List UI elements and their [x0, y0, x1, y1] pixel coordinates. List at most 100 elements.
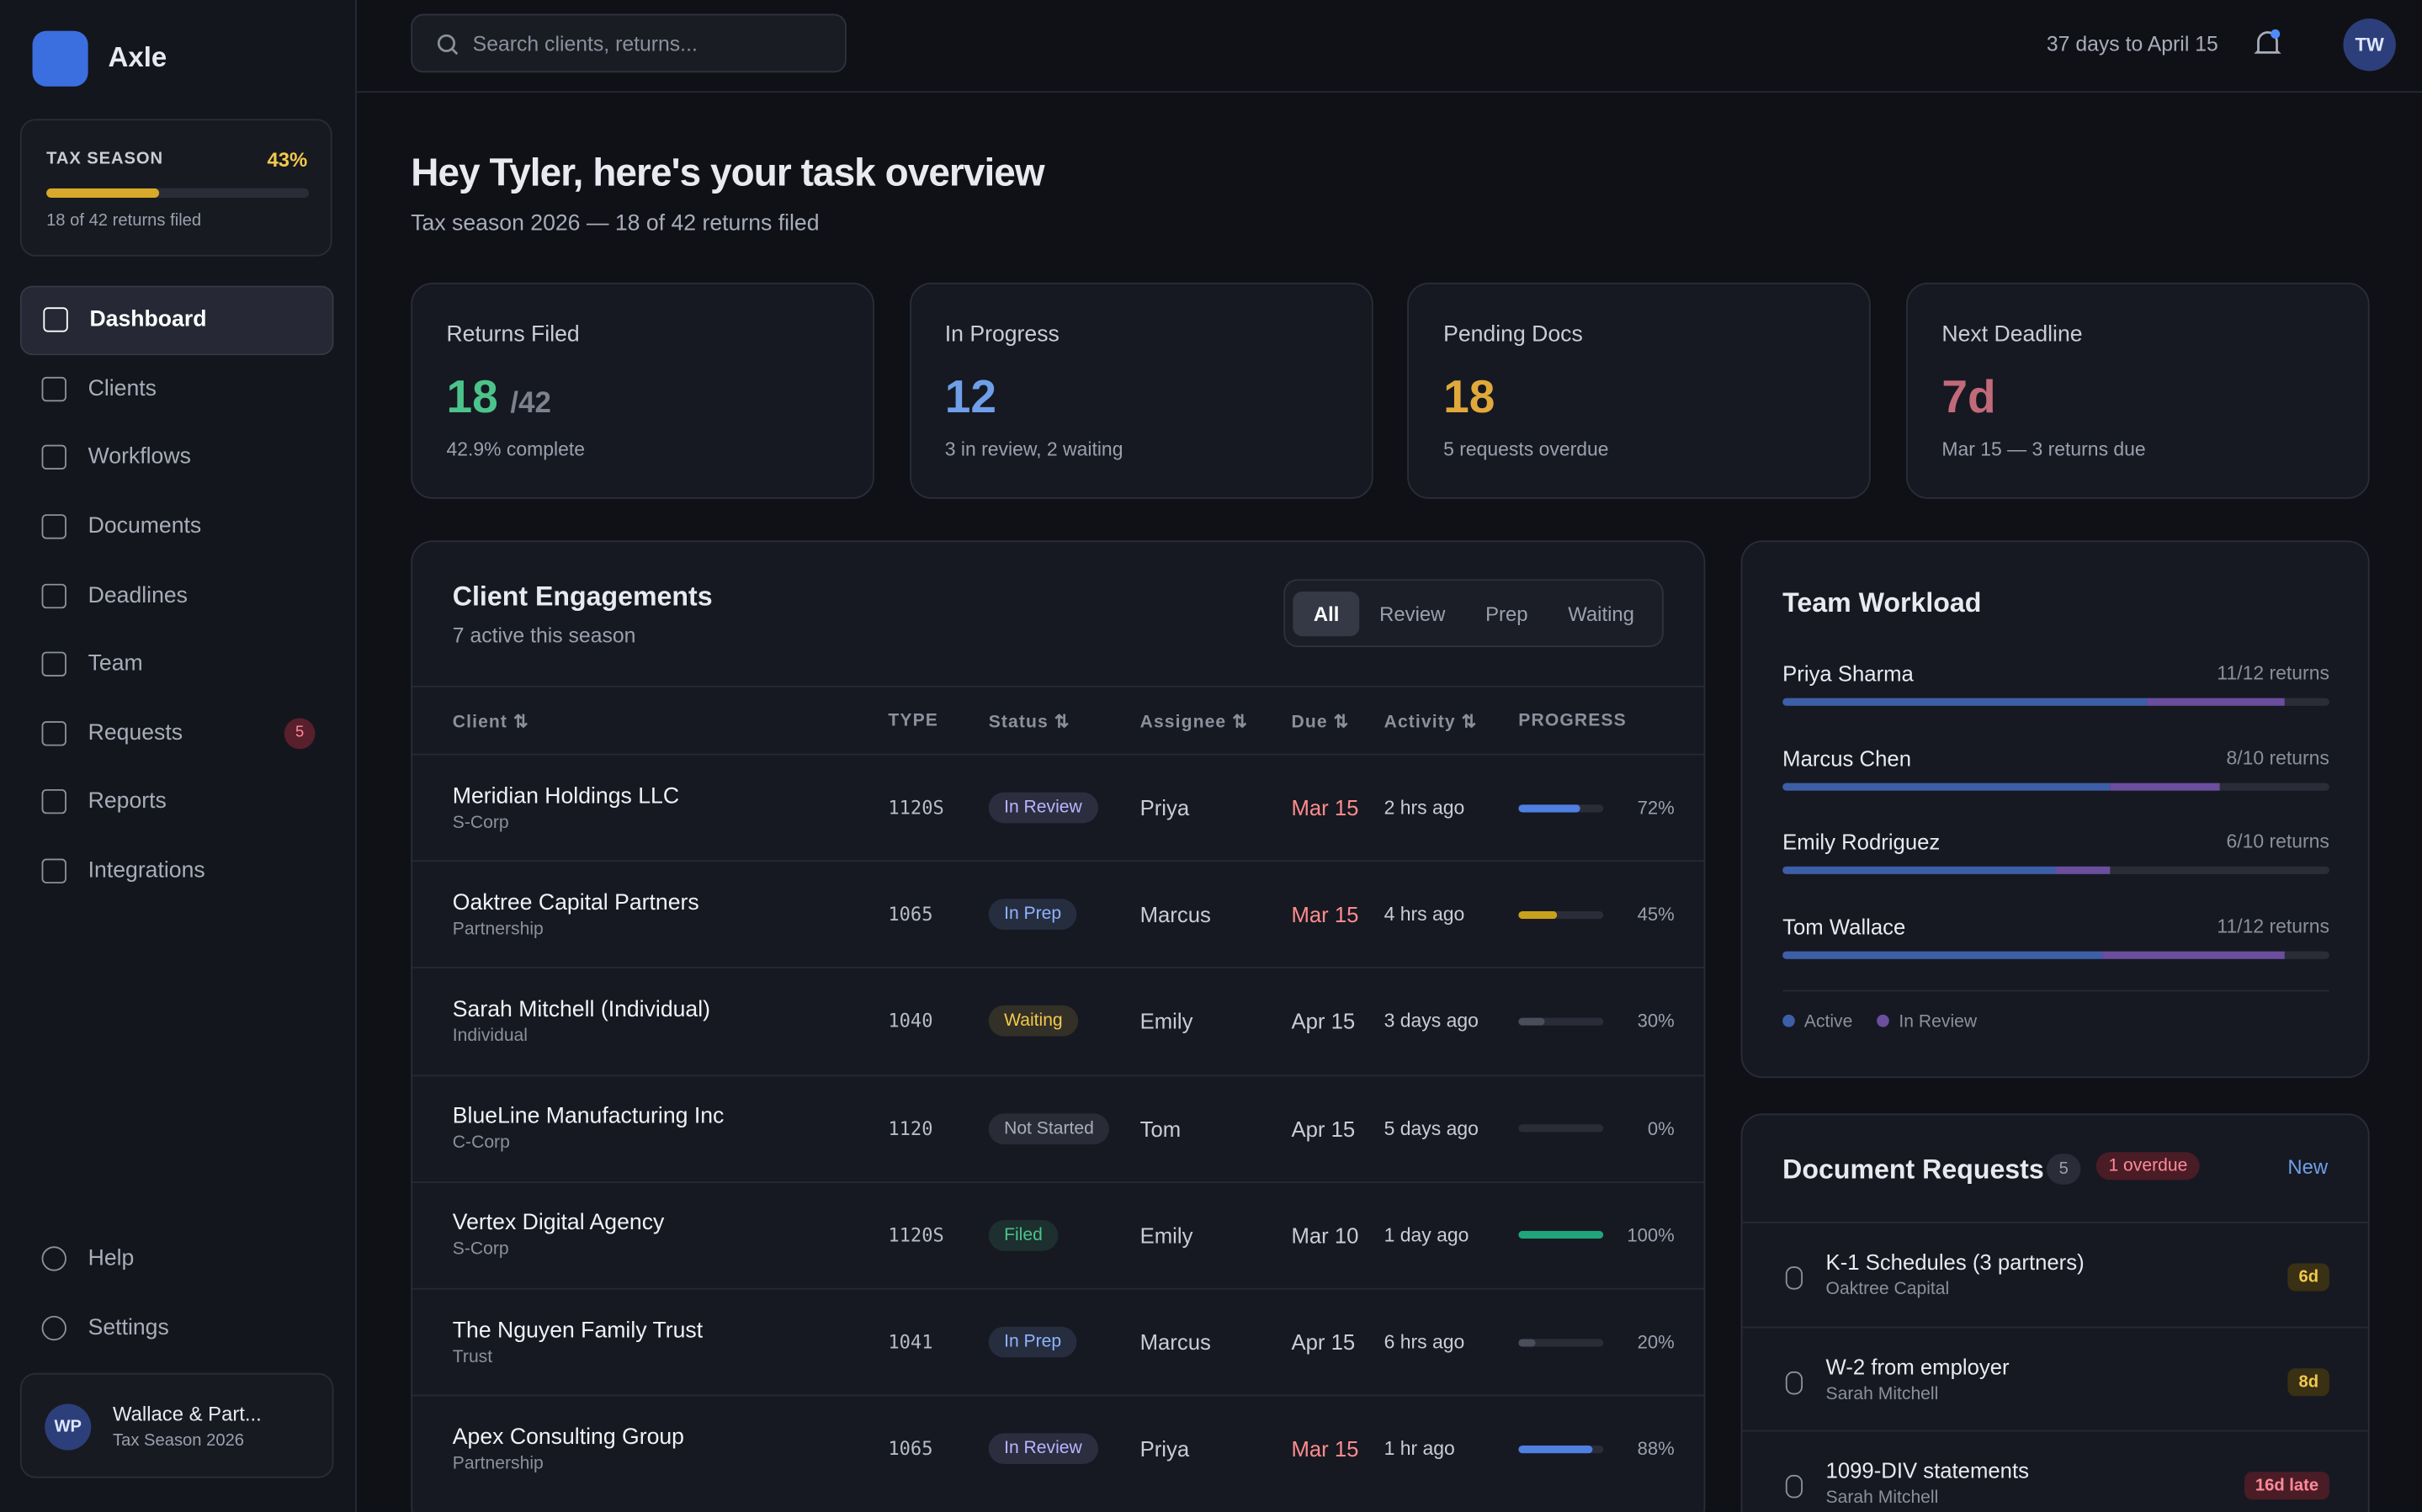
requests-title: Document Requests	[1782, 1154, 2044, 1185]
logo	[32, 30, 88, 87]
request-client: Oaktree Capital	[1825, 1280, 1950, 1299]
nav-item[interactable]: Reports	[20, 768, 334, 837]
season-card: TAX SEASON 43% 18 of 42 returns filed	[19, 119, 332, 257]
account-name: Wallace & Part...	[112, 1402, 262, 1426]
column-header[interactable]: Due ⇅	[1291, 713, 1350, 732]
client-cell: Meridian Holdings LLC S-Corp	[453, 784, 889, 832]
account-sub: Tax Season 2026	[112, 1431, 245, 1451]
nav-label: Reports	[88, 789, 167, 815]
workload-track	[1782, 951, 2329, 959]
status-pill: In Prep	[988, 899, 1077, 931]
table-row[interactable]: Oaktree Capital Partners Partnership 1065 I…	[412, 860, 1704, 968]
table-row[interactable]: Meridian Holdings LLC S-Corp 1120S In Revie…	[412, 753, 1704, 861]
season-percent: 43%	[267, 148, 308, 172]
nav-item[interactable]: Help	[20, 1225, 334, 1294]
workload-member: Tom Wallace 11/12 returns	[1782, 914, 2329, 959]
stat-card: Next Deadline 7d Mar 15 — 3 returns due	[1906, 282, 2370, 499]
workload-member: Emily Rodriguez 6/10 returns	[1782, 830, 2329, 875]
client-name: Sarah Mitchell (Individual)	[452, 997, 711, 1023]
nav-item[interactable]: Dashboard	[19, 285, 334, 355]
client-entity: Partnership	[452, 920, 544, 939]
stat-value-wrap: 12	[945, 372, 996, 424]
nav-label: Integrations	[88, 858, 205, 883]
nav-item[interactable]: Clients	[20, 354, 334, 423]
nav-item[interactable]: Team	[20, 630, 334, 699]
nav-icon	[41, 445, 66, 470]
progress-cell	[1518, 910, 1645, 919]
member-name: Tom Wallace	[1782, 914, 1906, 939]
season-label: TAX SEASON	[46, 150, 164, 169]
activity: 1 day ago	[1384, 1224, 1469, 1247]
client-entity: C-Corp	[452, 1133, 510, 1153]
return-type: 1041	[888, 1331, 933, 1354]
table-row[interactable]: Vertex Digital Agency S-Corp 1120S Filed Emi…	[412, 1180, 1704, 1288]
progress-track	[1518, 910, 1604, 919]
filter[interactable]: Prep	[1485, 601, 1528, 625]
progress-fill	[1518, 1338, 1536, 1346]
table-header: Client ⇅ TYPE Status ⇅ Assignee ⇅ Due ⇅ Activ…	[412, 685, 1704, 754]
legend-swatch	[1782, 1014, 1795, 1027]
nav-item[interactable]: Requests 5	[20, 699, 334, 768]
activity: 5 days ago	[1384, 1117, 1479, 1140]
request[interactable]: 1099-DIV statements Sarah Mitchell 16d lat…	[1742, 1430, 2368, 1512]
active-segment	[1782, 698, 2148, 706]
season-fill	[46, 188, 160, 198]
progress-fill	[1518, 910, 1557, 919]
client-name: Oaktree Capital Partners	[452, 890, 699, 916]
column-header[interactable]: Assignee ⇅	[1139, 713, 1249, 732]
column-header[interactable]: Activity ⇅	[1384, 713, 1478, 732]
request[interactable]: K-1 Schedules (3 partners) Oaktree Capita…	[1742, 1221, 2368, 1327]
assignee: Priya	[1139, 1436, 1190, 1462]
nav-label: Dashboard	[89, 307, 207, 333]
stat-note: 42.9% complete	[446, 438, 585, 460]
progress-label: 0%	[1647, 1117, 1675, 1140]
activity: 1 hr ago	[1384, 1438, 1455, 1461]
filter[interactable]: All	[1293, 591, 1360, 636]
nav-item[interactable]: Deadlines	[20, 561, 334, 630]
user-avatar[interactable]: TW	[2343, 19, 2396, 72]
progress-cell	[1518, 1445, 1645, 1453]
column-header[interactable]: Status ⇅	[988, 713, 1070, 732]
progress-label: 20%	[1637, 1331, 1675, 1354]
table-row[interactable]: The Nguyen Family Trust Trust 1041 In Prep M…	[412, 1287, 1704, 1395]
request[interactable]: W-2 from employer Sarah Mitchell 8d	[1742, 1325, 2368, 1431]
request-age: 6d	[2287, 1263, 2329, 1292]
sidebar: Axle TAX SEASON 43% 18 of 42 returns fil…	[0, 0, 358, 1512]
nav: Dashboard Clients Workflows Documents Deadli…	[19, 285, 334, 906]
filter[interactable]: Waiting	[1568, 601, 1634, 625]
requests-new[interactable]: New	[2287, 1155, 2328, 1179]
filter[interactable]: Review	[1379, 601, 1446, 625]
stat-label: Next Deadline	[1941, 322, 2083, 347]
progress-track	[1518, 804, 1604, 812]
stat-value: 18	[1443, 372, 1495, 423]
search[interactable]: Search clients, returns...	[411, 13, 847, 73]
stat-label: Pending Docs	[1443, 322, 1583, 347]
client-cell: Oaktree Capital Partners Partnership	[453, 891, 889, 939]
nav-label: Deadlines	[88, 583, 189, 608]
nav-item[interactable]: Settings	[20, 1293, 334, 1362]
table-row[interactable]: Sarah Mitchell (Individual) Individual 104…	[412, 967, 1704, 1074]
bell[interactable]	[2252, 28, 2283, 61]
stat-value-wrap: 7d	[1941, 372, 1995, 424]
nav-item[interactable]: Documents	[20, 492, 334, 561]
stat-note: 5 requests overdue	[1443, 438, 1609, 460]
table-row[interactable]: BlueLine Manufacturing Inc C-Corp 1120 Not …	[412, 1074, 1704, 1181]
return-type: 1040	[888, 1011, 933, 1033]
progress-fill	[1518, 804, 1580, 812]
column-header[interactable]: Client ⇅	[452, 713, 529, 732]
account[interactable]: WP Wallace & Part... Tax Season 2026	[19, 1372, 334, 1478]
progress-track	[1518, 1017, 1604, 1026]
nav-item[interactable]: Workflows	[20, 423, 334, 492]
member-name: Emily Rodriguez	[1782, 830, 1941, 855]
nav-item[interactable]: Integrations	[20, 836, 334, 905]
brand: Axle	[108, 41, 167, 73]
engagements-card: Client Engagements 7 active this season …	[411, 540, 1706, 1512]
stat-card: Pending Docs 18 5 requests overdue	[1407, 282, 1872, 499]
member-name: Priya Sharma	[1782, 661, 1914, 686]
page-title: Hey Tyler, here's your task overview	[411, 151, 1044, 195]
progress-fill	[1518, 1017, 1544, 1026]
client-name: Apex Consulting Group	[452, 1424, 684, 1451]
table-row[interactable]: Apex Consulting Group Partnership 1065 In R…	[412, 1394, 1704, 1502]
workload-member: Marcus Chen 8/10 returns	[1782, 745, 2329, 791]
progress-cell	[1518, 1231, 1645, 1239]
